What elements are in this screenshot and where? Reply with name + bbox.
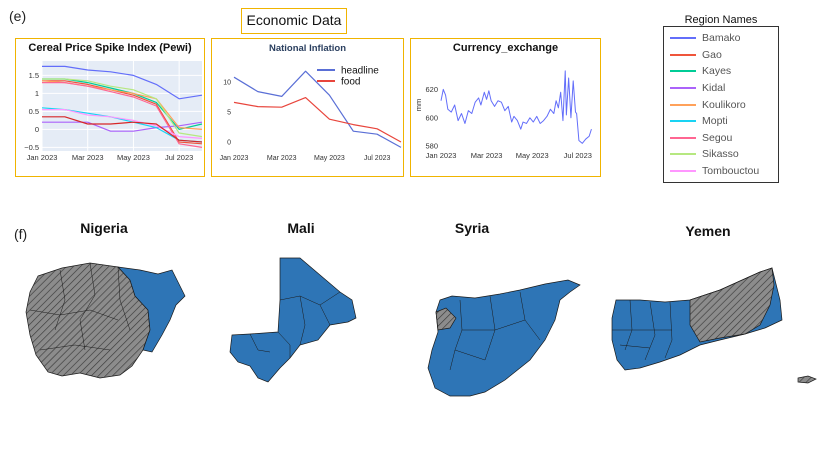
plot-area — [42, 61, 202, 151]
x-tick-label: Jul 2023 — [364, 155, 391, 162]
legend-item-segou: Segou — [670, 130, 759, 147]
chart-title: National Inflation — [269, 43, 346, 54]
yemen-map — [611, 267, 817, 384]
series-line-gao — [42, 80, 203, 145]
legend-swatch — [670, 70, 696, 73]
legend-swatch — [670, 53, 696, 56]
nigeria-map — [25, 262, 186, 379]
legend-title: Region Names — [684, 14, 758, 26]
panel-e-label: (e) — [9, 8, 27, 24]
legend-item-kidal: Kidal — [670, 80, 759, 97]
legend-swatch — [670, 136, 696, 139]
legend-label: Kayes — [702, 65, 732, 78]
legend-item-mopti: Mopti — [670, 113, 759, 130]
mali-outline — [229, 257, 357, 383]
legend-label: Mopti — [702, 115, 728, 128]
map-title-mali: Mali — [287, 220, 315, 236]
x-tick-label: Jul 2023 — [165, 153, 193, 162]
y-tick-label: 5 — [227, 110, 231, 117]
legend-item-koulikoro: Koulikoro — [670, 96, 759, 113]
currency-chart-panel: Currency_exchange 620 600 580 Jan 2023 Mar 20… — [410, 38, 601, 177]
yemen-hatched-region — [689, 267, 775, 343]
y-tick-label: 10 — [223, 80, 231, 87]
inflation-chart: National Inflation 10 5 0 Jan 2023 Mar 2023 Ma… — [220, 43, 402, 162]
x-tick-label: Jan 2023 — [426, 151, 457, 160]
panel-f-label: (f) — [14, 226, 28, 242]
x-tick-label: May 2023 — [516, 151, 549, 160]
y-tick-label: −0.5 — [24, 143, 39, 152]
maps-area — [25, 257, 817, 397]
inflation-chart-panel: National Inflation 10 5 0 Jan 2023 Mar 2023 Ma… — [211, 38, 404, 177]
legend-label: Gao — [702, 48, 722, 61]
cereal-chart-panel: Cereal Price Spike Index (Pewi) 1.5 1 0.5 0 −… — [15, 38, 205, 177]
legend-swatch — [670, 87, 696, 90]
series-line-9 — [42, 116, 203, 143]
series-line-sikasso — [42, 78, 203, 138]
legend-label-headline: headline — [341, 66, 379, 77]
y-tick-label: 600 — [425, 113, 438, 122]
economic-data-title: Economic Data — [241, 8, 347, 34]
syria-map — [427, 279, 581, 397]
legend-swatch — [670, 120, 696, 123]
legend-item-tombouctou: Tombouctou — [670, 163, 759, 180]
yemen-socotra — [797, 375, 817, 384]
map-title-yemen: Yemen — [685, 223, 731, 239]
y-tick-label: 1 — [35, 89, 39, 98]
legend-swatch — [670, 153, 696, 156]
series-line-0 — [440, 70, 592, 144]
x-tick-label: Jan 2023 — [27, 153, 58, 162]
nigeria-blue-region — [117, 266, 186, 353]
syria-hatched-region — [435, 307, 457, 331]
series-line-tombouctou — [42, 108, 203, 139]
legend-item-kayes: Kayes — [670, 63, 759, 80]
y-axis-label: mm — [414, 99, 423, 112]
legend-item-bamako: Bamako — [670, 30, 759, 47]
x-tick-label: Mar 2023 — [267, 155, 297, 162]
series-line-kidal — [42, 121, 203, 132]
y-tick-label: 0 — [35, 125, 39, 134]
y-tick-label: 580 — [425, 142, 438, 151]
x-tick-label: Jul 2023 — [564, 151, 592, 160]
legend-label: Segou — [702, 131, 733, 144]
series-line-headline — [233, 70, 402, 148]
region-legend: Region Names Bamako Gao Kayes Kidal Koulikor… — [663, 14, 779, 183]
y-tick-label: 0.5 — [29, 107, 39, 116]
y-tick-label: 1.5 — [29, 71, 39, 80]
legend-swatch — [670, 103, 696, 106]
legend-label: Bamako — [702, 32, 741, 45]
y-tick-label: 0 — [227, 140, 231, 147]
x-tick-label: May 2023 — [117, 153, 150, 162]
legend-item-gao: Gao — [670, 47, 759, 64]
x-tick-label: Jan 2023 — [220, 155, 249, 162]
legend-label: Sikasso — [702, 148, 739, 161]
legend-item-sikasso: Sikasso — [670, 146, 759, 163]
x-tick-label: Mar 2023 — [72, 153, 104, 162]
legend-swatch — [670, 170, 696, 173]
syria-outline — [427, 279, 581, 397]
legend-label: Kidal — [702, 82, 726, 95]
legend-label-food: food — [341, 77, 360, 88]
chart-title: Currency_exchange — [453, 42, 558, 54]
y-tick-label: 620 — [425, 85, 438, 94]
cereal-price-chart: Cereal Price Spike Index (Pewi) 1.5 1 0.5 0 −… — [24, 42, 203, 162]
map-title-syria: Syria — [454, 220, 490, 236]
map-title-nigeria: Nigeria — [80, 220, 128, 236]
chart-title: Cereal Price Spike Index (Pewi) — [28, 42, 192, 54]
series-line-bamako — [42, 65, 203, 100]
legend-label: Koulikoro — [702, 98, 746, 111]
plot-area — [234, 61, 401, 151]
series-line-food — [233, 96, 402, 143]
legend-swatch — [670, 37, 696, 40]
plot-area — [441, 61, 596, 149]
x-tick-label: Mar 2023 — [471, 151, 503, 160]
legend-label: Tombouctou — [702, 165, 760, 178]
x-tick-label: May 2023 — [314, 155, 345, 162]
mali-map — [229, 257, 357, 383]
